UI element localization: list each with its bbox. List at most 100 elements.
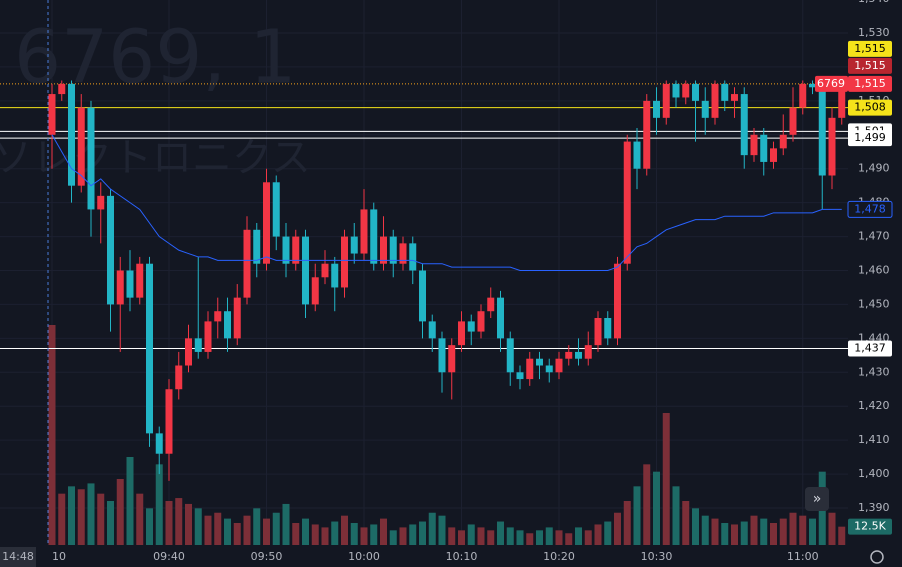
crosshair-time: 14:48 <box>2 550 34 563</box>
x-tick-label: 09:40 <box>153 550 185 563</box>
candle-body <box>292 236 300 264</box>
candle-body <box>653 100 660 118</box>
x-tick-label: 09:50 <box>251 550 283 563</box>
candle-body <box>48 94 56 135</box>
price-label: 1,437 <box>854 342 886 355</box>
candle-body <box>107 195 114 305</box>
scroll-button[interactable] <box>805 487 829 511</box>
volume-bar <box>409 524 417 545</box>
volume <box>48 325 846 545</box>
symbol-label-box <box>815 75 848 92</box>
candle-body <box>545 365 553 373</box>
price-lines <box>0 83 848 350</box>
candle-body <box>555 358 563 373</box>
candle-body <box>565 351 573 359</box>
volume-bar <box>116 479 124 545</box>
price-label: 1,515 <box>854 59 886 72</box>
candle-body <box>760 134 768 162</box>
x-tick-label: 10:20 <box>543 550 575 563</box>
x-tick-label: 10 <box>52 550 66 563</box>
y-tick-label: 1,470 <box>858 230 890 243</box>
volume-bar <box>263 518 270 545</box>
volume-bar <box>331 521 339 545</box>
candle-body <box>311 277 319 305</box>
volume-bar <box>68 486 75 545</box>
candle-body <box>506 338 514 373</box>
volume-bar <box>419 521 426 545</box>
volume-bar <box>575 527 582 545</box>
candle-body <box>399 243 407 264</box>
volume-bar <box>614 512 621 545</box>
candle-body <box>448 345 456 373</box>
volume-bar <box>633 486 641 545</box>
price-label-box <box>848 99 892 116</box>
volume-bar <box>360 527 368 545</box>
volume-bar <box>516 530 524 545</box>
price-label-box <box>847 200 893 218</box>
volume-bar <box>779 518 787 545</box>
watermark-symbol: 6769, 1 <box>14 15 296 101</box>
volume-bar <box>799 515 807 545</box>
volume-bar <box>155 464 163 545</box>
volume-bar <box>565 533 573 545</box>
price-label-box <box>848 40 892 57</box>
price-label-box <box>848 57 892 74</box>
candle-body <box>672 83 680 98</box>
volume-bar <box>770 523 777 545</box>
candle-body <box>321 263 329 278</box>
candle-body <box>360 209 368 254</box>
volume-bar <box>282 503 290 545</box>
candle-body <box>370 209 378 264</box>
time-axis <box>0 545 902 567</box>
volume-label-box <box>848 518 892 535</box>
candle-body <box>331 263 339 288</box>
price-label: 1,515 <box>854 77 886 90</box>
price-label: 1,515 <box>854 42 886 55</box>
candle-body <box>584 345 592 359</box>
x-tick-label: 10:10 <box>446 550 478 563</box>
candle-body <box>97 195 105 210</box>
volume-bar <box>97 493 105 545</box>
watermark-name: ソレクトロニクス <box>0 135 311 181</box>
y-tick-label: 1,430 <box>858 365 890 378</box>
candle-body <box>389 236 397 264</box>
volume-bar <box>350 523 358 545</box>
volume-bar <box>302 518 309 545</box>
candle-body <box>302 236 309 305</box>
candle-body <box>789 107 797 135</box>
price-label-box <box>848 75 892 92</box>
candle-body <box>165 389 173 454</box>
volume-bar <box>136 493 144 545</box>
volume-bar <box>487 530 495 545</box>
y-tick-label: 1,400 <box>858 467 890 480</box>
volume-bar <box>243 515 251 545</box>
candle-body <box>770 148 777 162</box>
x-tick-label: 10:00 <box>348 550 380 563</box>
volume-bar <box>789 512 797 545</box>
volume-bar <box>214 512 222 545</box>
candle-body <box>536 358 543 366</box>
candle-body <box>497 297 504 339</box>
settings-button[interactable] <box>870 550 884 564</box>
volume-bar <box>458 530 465 545</box>
candle-body <box>136 263 144 298</box>
candle-body <box>828 117 836 176</box>
candles <box>48 80 846 481</box>
volume-bar <box>77 489 85 545</box>
candle-body <box>419 270 426 322</box>
y-tick-label: 1,420 <box>858 399 890 412</box>
volume-bar <box>760 518 768 545</box>
volume-bar <box>253 508 261 545</box>
volume-bar <box>233 523 241 545</box>
scroll-icon: » <box>813 491 822 507</box>
price-label-box <box>848 340 892 357</box>
candle-body <box>214 311 222 322</box>
volume-bar <box>526 533 534 545</box>
volume-bar <box>643 464 651 545</box>
volume-bar <box>506 527 514 545</box>
volume-bar <box>604 521 612 545</box>
candle-body <box>711 83 719 118</box>
volume-bar <box>653 471 660 545</box>
candle-body <box>409 243 417 271</box>
volume-label: 12.5K <box>854 520 886 533</box>
